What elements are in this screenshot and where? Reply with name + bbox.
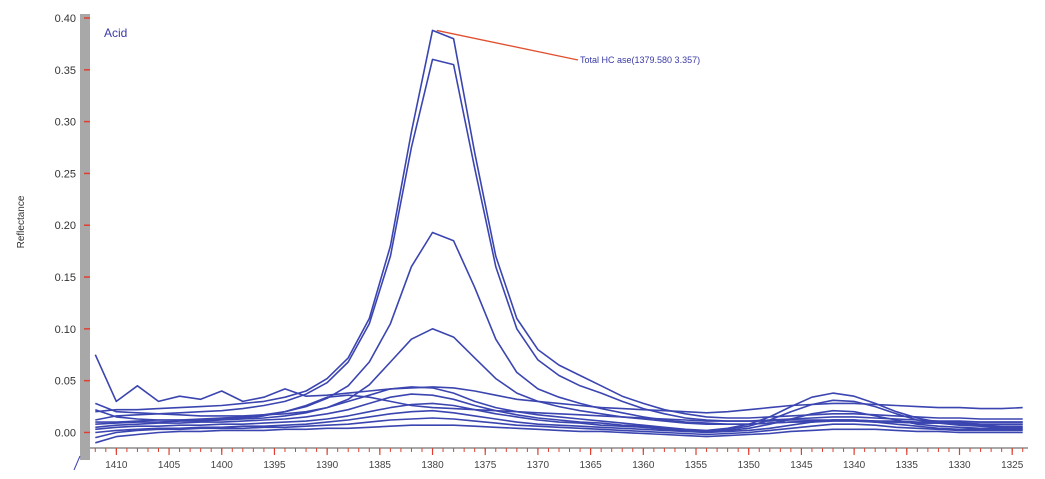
x-tick-label: 1325: [1001, 460, 1024, 471]
x-tick-label: 1385: [369, 460, 392, 471]
x-axis-minor-ticks: [94, 448, 1024, 452]
chart-title: Acid: [104, 26, 127, 40]
y-tick-label: 0.25: [55, 168, 76, 180]
series-line-8: [95, 402, 1023, 433]
series-line-2: [95, 58, 1023, 423]
peak-annotation-label: Total HC ase(1379.580 3.357): [580, 55, 700, 65]
series-lines: [94, 29, 1023, 444]
x-tick-label: 1405: [158, 460, 181, 471]
y-tick-label: 0.10: [55, 324, 76, 336]
series-line-6: [95, 386, 1023, 432]
x-tick-label: 1400: [211, 460, 234, 471]
x-tick-label: 1340: [843, 460, 866, 471]
x-tick-label: 1335: [896, 460, 919, 471]
y-axis-ticks: 0.00 0.05 0.10 0.15 0.20 0.25 0.30 0.35 0.40: [55, 13, 90, 439]
y-tick-label: 0.05: [55, 376, 76, 388]
y-tick-label: 0.35: [55, 65, 76, 77]
peak-annotation-leader: [436, 29, 579, 61]
x-tick-label: 1390: [316, 460, 339, 471]
series-line-12: [95, 394, 1023, 423]
x-tick-label: 1395: [263, 460, 286, 471]
y-tick-label: 0.00: [55, 427, 76, 439]
x-tick-label: 1365: [579, 460, 602, 471]
series-line-7: [95, 393, 1023, 433]
y-tick-label: 0.15: [55, 272, 76, 284]
x-tick-label: 1360: [632, 460, 655, 471]
y-tick-label: 0.40: [55, 13, 76, 25]
x-tick-label: 1330: [948, 460, 971, 471]
y-tick-label: 0.30: [55, 117, 76, 129]
x-axis-ticks: 1410 1405 1400 1395 1390 1385 1380 1375 1370 1365…: [105, 448, 1024, 471]
x-tick-label: 1355: [685, 460, 708, 471]
x-tick-label: 1370: [527, 460, 550, 471]
series-line-11: [95, 424, 1023, 444]
x-tick-label: 1375: [474, 460, 497, 471]
x-tick-label: 1410: [105, 460, 128, 471]
y-axis-bar: [80, 14, 90, 460]
y-tick-label: 0.20: [55, 220, 76, 232]
x-tick-label: 1350: [738, 460, 761, 471]
x-tick-label: 1345: [790, 460, 813, 471]
series-line-10: [95, 417, 1023, 439]
x-tick-label: 1380: [421, 460, 444, 471]
y-axis-title: Reflectance: [16, 195, 27, 248]
x-axis-origin-stub: [73, 455, 81, 471]
